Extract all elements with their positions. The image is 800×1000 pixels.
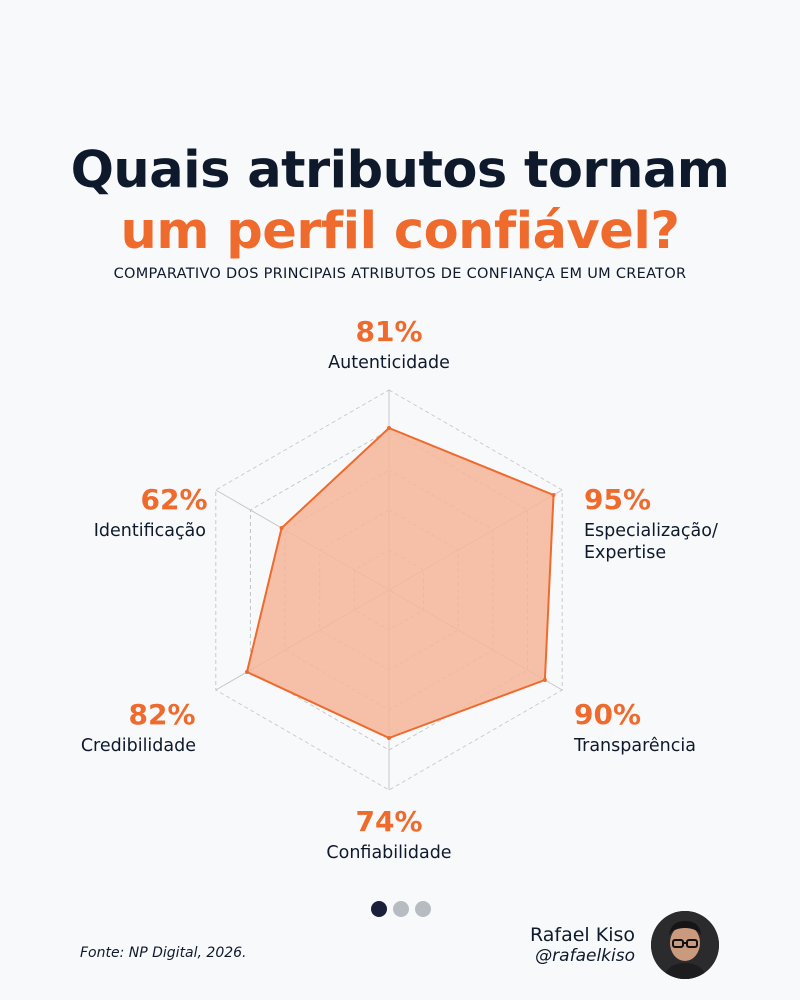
radar-point-3 [542,678,547,682]
pagination-dots [371,901,431,917]
author-handle: @rafaelkiso [535,946,635,966]
radar-point-2 [551,493,556,497]
value-label-3: 90% [574,698,641,731]
radar-point-4 [387,736,391,740]
category-label-2: Especialização/ [584,521,718,541]
radar-point-5 [244,670,249,674]
radar-point-1 [387,426,391,430]
category-label-5: Credibilidade [81,736,196,756]
page-dot-2[interactable] [393,901,409,917]
author-avatar [651,911,719,979]
subtitle: COMPARATIVO DOS PRINCIPAIS ATRIBUTOS DE … [113,266,687,282]
category-label-1: Autenticidade [328,353,450,373]
value-label-6: 62% [140,483,207,516]
author-name: Rafael Kiso [529,924,635,946]
value-label-2: 95% [584,483,651,516]
category-label-6: Identificação [94,521,206,541]
person-icon [651,911,719,979]
title-line-2: um perfil confiável? [120,202,680,261]
radar-area [245,427,555,739]
radar-series [244,426,556,740]
radar-point-6 [279,526,284,530]
category-label-4: Confiabilidade [326,843,451,863]
source-note: Fonte: NP Digital, 2026. [80,945,247,961]
title-line-1: Quais atributos tornam [70,141,730,200]
value-label-1: 81% [355,315,422,348]
value-label-5: 82% [128,698,195,731]
value-label-4: 74% [355,805,422,838]
radar-labels: 81% Autenticidade 95% Especialização/Expert… [81,315,718,863]
category-label-2: Expertise [584,543,666,563]
category-label-3: Transparência [573,736,696,756]
page-dot-3[interactable] [415,901,431,917]
page-dot-1[interactable] [371,901,387,917]
page-title: Quais atributos tornam um perfil confiáv… [0,140,800,262]
